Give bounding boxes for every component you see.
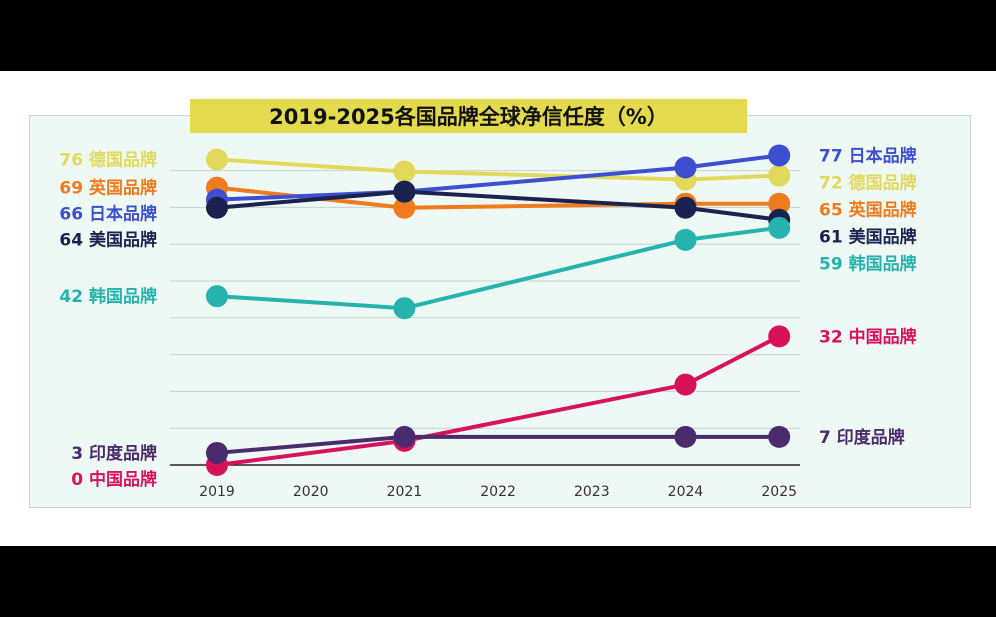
series-end-label: 7 印度品牌 (819, 427, 905, 448)
series-start-label: 76 德国品牌 (59, 149, 157, 170)
series-start-label: 0 中国品牌 (71, 469, 157, 490)
series-line (216, 157, 780, 182)
series-start-label: 69 英国品牌 (59, 178, 157, 199)
x-tick-label: 2020 (293, 484, 329, 500)
series-start-label: 3 印度品牌 (71, 443, 157, 464)
series-end-label: 61 美国品牌 (819, 226, 917, 247)
series-labels: 76 德国品牌 69 英国品牌 66 日本品牌 64 美国品牌 42 韩国品牌 3 印度品… (59, 145, 916, 489)
data-point (768, 325, 791, 348)
chart-title-bar: 2019-2025各国品牌全球净信任度（%） (190, 99, 747, 133)
grid-layer (170, 170, 800, 466)
data-point (768, 192, 791, 215)
data-point (206, 196, 228, 219)
series-line (216, 434, 780, 455)
data-point (393, 297, 416, 320)
series-end-label: 65 英国品牌 (819, 199, 917, 220)
data-point (768, 216, 791, 239)
x-tick-label: 2024 (668, 484, 704, 500)
series-end-label: 59 韩国品牌 (819, 253, 917, 274)
chart-panel (29, 115, 971, 508)
series-line (216, 185, 780, 210)
data-point (393, 160, 416, 183)
data-point (768, 164, 791, 187)
data-point (206, 148, 228, 171)
line-chart: 76 德国品牌 69 英国品牌 66 日本品牌 64 美国品牌 42 韩国品牌 3 印度品… (59, 144, 917, 500)
chart-title: 2019-2025各国品牌全球净信任度（%） (269, 105, 668, 129)
data-point (206, 441, 228, 464)
series-points (206, 144, 791, 476)
x-tick-label: 2023 (574, 484, 610, 500)
x-tick-label: 2019 (199, 484, 235, 500)
data-point (674, 373, 697, 396)
data-point (206, 285, 228, 308)
series-line (216, 189, 780, 222)
x-tick-label: 2021 (387, 484, 423, 500)
data-point (768, 144, 791, 167)
series-line (216, 153, 780, 202)
chart-canvas: 76 德国品牌 69 英国品牌 66 日本品牌 64 美国品牌 42 韩国品牌 3 印度品… (0, 71, 996, 546)
series-lines (216, 153, 781, 467)
data-point (674, 228, 697, 251)
series-start-label: 42 韩国品牌 (59, 286, 157, 307)
x-tick-label: 2025 (761, 484, 797, 500)
data-point (674, 156, 697, 179)
series-line (216, 225, 780, 311)
series-end-label: 32 中国品牌 (819, 326, 917, 347)
data-point (393, 180, 416, 203)
series-start-label: 64 美国品牌 (59, 230, 157, 251)
data-point (674, 425, 697, 448)
series-line (216, 334, 781, 467)
data-point (674, 196, 697, 219)
series-end-label: 77 日本品牌 (819, 145, 917, 166)
series-start-label: 66 日本品牌 (59, 204, 157, 225)
series-end-label: 72 德国品牌 (819, 172, 917, 193)
data-point (393, 425, 416, 448)
x-axis: 2019 2020 2021 2022 2023 2024 2025 (199, 484, 797, 500)
x-tick-label: 2022 (480, 484, 516, 500)
data-point (393, 196, 416, 219)
data-point (768, 425, 791, 448)
